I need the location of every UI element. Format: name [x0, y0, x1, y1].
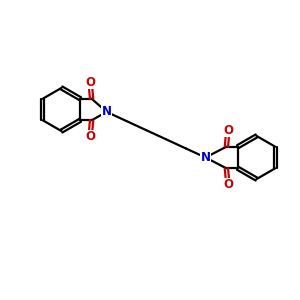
- Text: O: O: [85, 76, 95, 89]
- Text: O: O: [85, 130, 95, 143]
- Text: O: O: [223, 124, 233, 137]
- Text: O: O: [223, 178, 233, 191]
- Text: N: N: [102, 105, 112, 119]
- Text: N: N: [200, 151, 211, 164]
